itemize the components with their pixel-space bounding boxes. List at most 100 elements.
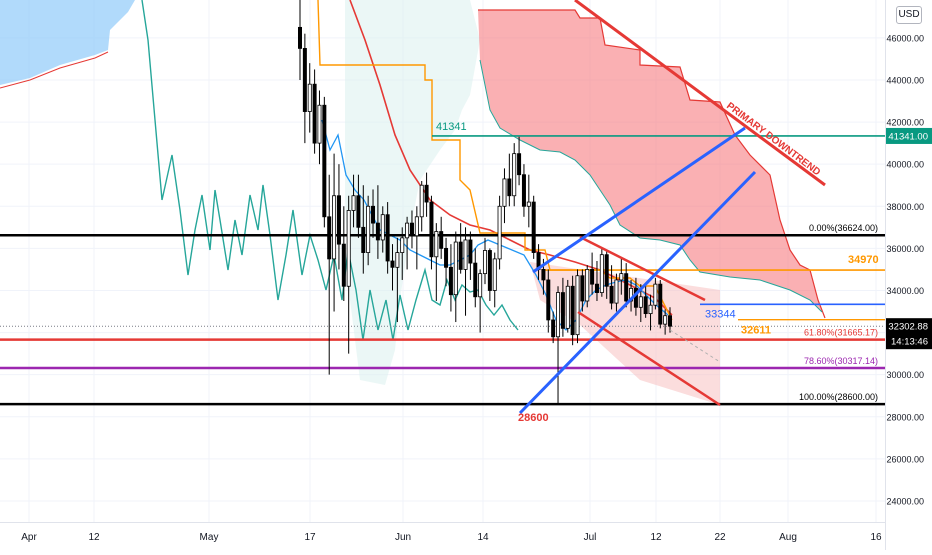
candle-body — [328, 217, 331, 259]
candle-body — [371, 206, 374, 223]
candle[interactable] — [517, 137, 520, 185]
candle-body — [595, 284, 598, 292]
x-tick-label: 22 — [714, 532, 726, 543]
candle[interactable] — [610, 265, 613, 309]
candle[interactable] — [571, 276, 574, 345]
candle[interactable] — [493, 253, 496, 308]
candle[interactable] — [332, 154, 335, 312]
candle-body — [610, 286, 613, 303]
fib-100-label: 100.00%(28600.00) — [799, 392, 878, 402]
candle[interactable] — [337, 164, 340, 269]
candle-body — [454, 242, 457, 295]
x-tick-label: 12 — [650, 532, 662, 543]
candle[interactable] — [342, 206, 345, 301]
candle-body — [498, 206, 501, 259]
candle-body — [415, 217, 418, 236]
candle-body — [376, 223, 379, 240]
label-34970: 34970 — [848, 254, 879, 266]
candle[interactable] — [328, 175, 331, 375]
candle[interactable] — [449, 244, 452, 311]
candle[interactable] — [508, 154, 511, 207]
candle-body — [605, 255, 608, 287]
candle[interactable] — [498, 196, 501, 270]
candle[interactable] — [464, 227, 467, 315]
candle-body — [410, 223, 413, 236]
candle[interactable] — [659, 280, 662, 328]
candle[interactable] — [522, 164, 525, 217]
candle[interactable] — [513, 143, 516, 206]
currency-button[interactable]: USD — [896, 6, 922, 24]
y-tick-label: 38000.00 — [886, 202, 924, 212]
candle[interactable] — [479, 269, 482, 332]
candle[interactable] — [532, 196, 535, 259]
candle-body — [503, 179, 506, 206]
candle-body — [513, 154, 516, 196]
candle[interactable] — [483, 238, 486, 284]
candle-body — [435, 232, 438, 257]
candle-body — [517, 154, 520, 175]
candle-body — [298, 27, 301, 48]
candle[interactable] — [425, 173, 428, 217]
candle-body — [571, 286, 574, 334]
candle[interactable] — [556, 286, 559, 404]
x-tick-label: Apr — [21, 532, 37, 543]
candle[interactable] — [600, 248, 603, 296]
candle[interactable] — [318, 91, 321, 165]
candle[interactable] — [527, 175, 530, 228]
candle-body — [488, 250, 491, 290]
candle[interactable] — [415, 206, 418, 269]
price-axis: 24000.0026000.0028000.0030000.0032000.00… — [886, 0, 932, 550]
candle-body — [367, 206, 370, 252]
y-tick-label: 46000.00 — [886, 33, 924, 43]
x-tick-label: 17 — [304, 532, 316, 543]
x-tick-label: 12 — [88, 532, 100, 543]
candle-body — [566, 286, 569, 328]
candle-body — [644, 297, 647, 314]
candle-body — [576, 276, 579, 335]
candle-body — [406, 223, 409, 238]
candle-body — [396, 253, 399, 268]
candle[interactable] — [454, 232, 457, 323]
candle-body — [664, 316, 667, 324]
fib-0-label: 0.00%(36624.00) — [809, 223, 878, 233]
candle[interactable] — [488, 248, 491, 301]
candle-body — [586, 269, 589, 301]
candle[interactable] — [586, 265, 589, 307]
y-tick-label: 42000.00 — [886, 118, 924, 128]
candle[interactable] — [298, 0, 301, 80]
last-price-text: 32302.88 — [888, 322, 928, 333]
y-tick-label: 28000.00 — [886, 412, 924, 422]
candle-body — [425, 185, 428, 202]
candle[interactable] — [430, 196, 433, 270]
candle[interactable] — [566, 280, 569, 333]
candle-body — [561, 293, 564, 329]
candle[interactable] — [323, 97, 326, 228]
candle-body — [440, 232, 443, 249]
label-32611: 32611 — [741, 325, 771, 337]
x-tick-label: 14 — [477, 532, 489, 543]
candle[interactable] — [469, 232, 472, 280]
candle-body — [464, 240, 467, 269]
x-tick-label: Jun — [395, 532, 411, 543]
candle-body — [659, 284, 662, 324]
candle[interactable] — [303, 34, 306, 143]
candle[interactable] — [440, 217, 443, 259]
candle[interactable] — [459, 223, 462, 274]
candle-body — [581, 276, 584, 301]
label-33344: 33344 — [705, 308, 736, 320]
candle-body — [668, 316, 671, 326]
candle-body — [522, 175, 525, 207]
candle[interactable] — [474, 248, 477, 307]
candle[interactable] — [347, 196, 350, 354]
candle-body — [449, 267, 452, 294]
candle-body — [362, 227, 365, 252]
countdown-text: 14:13:46 — [891, 337, 928, 348]
candle[interactable] — [420, 181, 423, 232]
candle[interactable] — [313, 69, 316, 153]
candle-body — [459, 242, 462, 269]
candle[interactable] — [576, 269, 579, 343]
candle[interactable] — [503, 168, 506, 223]
